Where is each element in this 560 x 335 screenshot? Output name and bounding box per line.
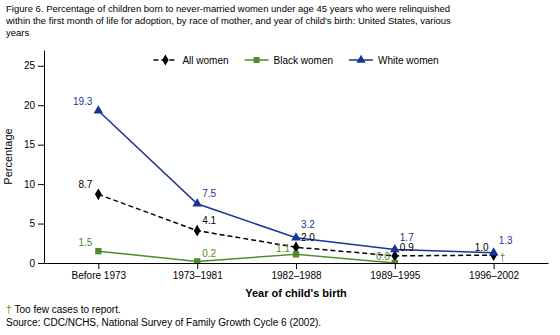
data-label: 3.2 (301, 219, 315, 230)
marks (94, 105, 499, 263)
x-tick: 1996–2002 (469, 263, 519, 281)
x-tick-label: Before 1973 (72, 270, 127, 281)
y-axis-line (44, 51, 45, 264)
series-line (98, 194, 493, 256)
x-tick: 1982–1988 (271, 263, 321, 281)
title: years (6, 27, 29, 38)
x-tick-label: 1989–1995 (370, 270, 420, 281)
y-tick-label: 15 (24, 139, 36, 150)
point (192, 198, 202, 206)
series-line (98, 251, 394, 263)
x-tick: 1973–1981 (173, 263, 223, 281)
x-tick-mark (197, 263, 198, 269)
data-label: 1.1 (276, 243, 290, 254)
data-label: 0.9 (400, 242, 414, 253)
y-tick-label: 25 (24, 60, 36, 71)
point (392, 260, 398, 263)
x-tick-label: 1996–2002 (469, 270, 519, 281)
data-label: 0.2 (202, 248, 216, 259)
y-tick-label: 0 (29, 258, 35, 269)
point (489, 247, 499, 255)
legend-label: White women (378, 55, 439, 66)
series-line (98, 111, 493, 253)
chart-svg: Figure 6. Percentage of children born to… (0, 0, 560, 335)
y-tick: 25 (24, 60, 44, 71)
x-axis: Before 1973 1973–1981 1982–1988 1989–1995 19… (45, 263, 549, 281)
x-tick: Before 1973 (72, 263, 127, 281)
data-label: 1.7 (400, 232, 414, 243)
legend-marker (162, 54, 168, 65)
y-tick: 10 (24, 179, 44, 190)
y-axis: 0 5 10 15 20 25 (24, 51, 45, 269)
legend-item: All women (153, 54, 228, 65)
annotations: † (500, 252, 506, 263)
y-tick-mark (38, 224, 44, 225)
x-tick-mark (395, 263, 396, 269)
point (293, 251, 299, 257)
legend: All women Black women White women (153, 54, 438, 65)
legend-label: Black women (274, 55, 333, 66)
footnotes: †Too few cases to report. Source: CDC/NCH… (6, 304, 321, 328)
y-tick-mark (38, 263, 44, 264)
legend-label: All women (182, 55, 228, 66)
x-tick-mark (98, 263, 99, 269)
legend-marker (254, 57, 260, 63)
y-tick: 0 (29, 258, 44, 269)
point (390, 244, 400, 252)
x-tick-mark (494, 263, 495, 269)
title: Figure 6. Percentage of children born to… (6, 3, 450, 14)
point (94, 105, 104, 113)
y-tick-mark (38, 105, 44, 106)
annotation: † (500, 252, 506, 263)
y-tick-label: 20 (24, 100, 36, 111)
point (95, 248, 101, 254)
footnote: Source: CDC/NCHS, National Survey of Fam… (6, 317, 321, 328)
data-label: 1.5 (78, 237, 92, 248)
y-tick: 20 (24, 100, 44, 111)
y-tick: 5 (29, 218, 44, 229)
footnote-part: † (6, 304, 12, 315)
x-tick-label: 1982–1988 (271, 270, 321, 281)
title: within the first month of life for adopt… (5, 15, 451, 26)
y-tick-mark (38, 184, 44, 185)
y-tick-label: 5 (29, 218, 35, 229)
data-label: 7.5 (202, 188, 216, 199)
x-tick-mark (296, 263, 297, 269)
chart-container: Figure 6. Percentage of children born to… (0, 0, 560, 335)
data-label: 2.0 (301, 232, 315, 243)
data-label: 1.0 (475, 242, 489, 253)
legend-marker (356, 55, 365, 63)
point (95, 188, 102, 200)
footnote: †Too few cases to report. (6, 304, 121, 315)
x-tick-label: 1973–1981 (173, 270, 223, 281)
legend-item: Black women (245, 55, 333, 66)
data-labels: 8.7 4.1 2.0 0.9 1.0 1.5 0.2 1.1 0.0 19.3 7.5 3.2 1.7… (73, 96, 513, 262)
data-label: 1.3 (499, 235, 513, 246)
x-tick: 1989–1995 (370, 263, 420, 281)
footnote-part: Source: CDC/NCHS, National Survey of Fam… (6, 317, 321, 328)
point (194, 258, 200, 263)
data-label: 8.7 (78, 179, 92, 190)
y-axis-title: Percentage (2, 128, 14, 184)
data-label: 0.0 (376, 251, 390, 262)
y-tick-label: 10 (24, 179, 36, 190)
x-axis-title: Year of child's birth (245, 287, 347, 299)
footnote-part: Too few cases to report. (15, 304, 121, 315)
y-tick: 15 (24, 139, 44, 150)
y-tick-mark (38, 66, 44, 67)
data-label: 19.3 (73, 96, 93, 107)
point (291, 232, 301, 240)
plot-area: Before 1973 1973–1981 1982–1988 1989–1995 19… (24, 51, 549, 282)
y-tick-mark (38, 145, 44, 146)
point (194, 225, 201, 237)
legend-item: White women (349, 55, 439, 66)
data-label: 4.1 (202, 215, 216, 226)
